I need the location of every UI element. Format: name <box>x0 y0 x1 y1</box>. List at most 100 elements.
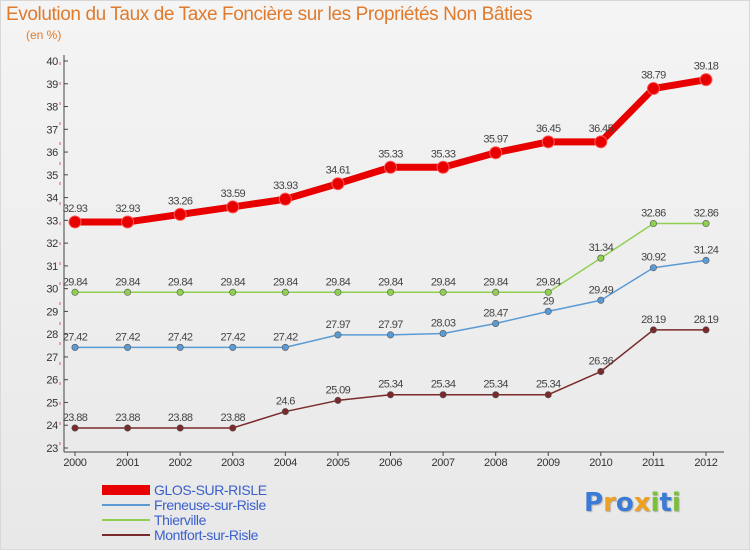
data-label: 33.93 <box>273 180 298 192</box>
data-point <box>229 424 237 432</box>
data-point <box>492 391 500 399</box>
data-label: 29.84 <box>483 276 508 288</box>
data-label: 27.42 <box>168 331 193 343</box>
legend-swatch <box>102 504 150 506</box>
y-tick-label: 37 <box>46 124 58 136</box>
y-tick-label: 38 <box>46 102 58 114</box>
y-tick-label: 23 <box>46 443 58 455</box>
data-label: 23.88 <box>168 412 193 424</box>
legend-swatch <box>102 485 150 495</box>
data-label: 25.34 <box>431 379 456 391</box>
data-point <box>649 220 657 228</box>
data-point <box>71 288 79 296</box>
data-point <box>68 215 82 229</box>
data-point <box>226 200 240 214</box>
data-label: 33.59 <box>220 188 245 200</box>
data-point <box>649 264 657 272</box>
y-tick-label: 35 <box>46 170 58 182</box>
data-point <box>649 326 657 334</box>
data-label: 25.34 <box>536 379 561 391</box>
data-point <box>124 343 132 351</box>
data-point <box>124 288 132 296</box>
data-point <box>281 288 289 296</box>
data-label: 31.24 <box>694 244 719 256</box>
data-label: 29.84 <box>378 276 403 288</box>
data-label: 38.79 <box>641 70 666 82</box>
data-label: 29.84 <box>536 276 561 288</box>
y-tick-label: 30 <box>46 284 58 296</box>
x-tick-label: 2010 <box>589 457 612 469</box>
data-point <box>492 319 500 327</box>
data-label: 27.42 <box>115 331 140 343</box>
data-point <box>489 146 503 160</box>
y-tick-label: 25 <box>46 397 58 409</box>
y-tick-label: 32 <box>46 238 58 250</box>
data-point <box>334 396 342 404</box>
y-tick-label: 39 <box>46 79 58 91</box>
data-point <box>544 391 552 399</box>
brand-letter: x <box>633 488 651 518</box>
data-label: 28.03 <box>431 317 456 329</box>
data-label: 26.36 <box>589 356 614 368</box>
data-label: 27.42 <box>273 331 298 343</box>
brand-letter: i <box>671 488 681 518</box>
brand-letter: t <box>659 488 672 518</box>
data-point <box>702 220 710 228</box>
data-point <box>229 343 237 351</box>
data-point <box>334 288 342 296</box>
legend-swatch <box>102 534 150 536</box>
y-tick-label: 34 <box>46 193 58 205</box>
x-tick-label: 2012 <box>694 457 717 469</box>
data-label: 32.93 <box>63 203 88 215</box>
brand-letter: o <box>615 488 634 518</box>
data-point <box>544 288 552 296</box>
legend-label: Montfort-sur-Risle <box>154 527 259 543</box>
x-tick-label: 2003 <box>221 457 244 469</box>
data-point <box>439 391 447 399</box>
data-label: 32.86 <box>694 208 719 220</box>
brand-letter: i <box>650 488 660 518</box>
data-label: 28.19 <box>641 314 666 326</box>
data-point <box>176 343 184 351</box>
x-tick-label: 2007 <box>431 457 454 469</box>
data-point <box>281 343 289 351</box>
data-point <box>386 331 394 339</box>
y-tick-label: 24 <box>46 420 58 432</box>
data-label: 29.84 <box>115 276 140 288</box>
data-point <box>229 288 237 296</box>
data-label: 23.88 <box>63 412 88 424</box>
y-tick-label: 33 <box>46 215 58 227</box>
y-tick-label: 28 <box>46 329 58 341</box>
data-point <box>334 331 342 339</box>
data-label: 28.19 <box>694 314 719 326</box>
data-label: 29 <box>543 295 555 307</box>
data-label: 28.47 <box>483 307 508 319</box>
x-tick-label: 2002 <box>169 457 192 469</box>
data-label: 36.45 <box>589 123 614 135</box>
data-point <box>386 288 394 296</box>
data-point <box>699 73 713 87</box>
y-tick-label: 36 <box>46 147 58 159</box>
x-tick-label: 2004 <box>274 457 297 469</box>
data-point <box>492 288 500 296</box>
data-point <box>702 256 710 264</box>
data-label: 27.42 <box>63 331 88 343</box>
data-point <box>439 288 447 296</box>
data-label: 29.84 <box>168 276 193 288</box>
data-point <box>176 288 184 296</box>
data-point <box>439 329 447 337</box>
data-point <box>386 391 394 399</box>
data-point <box>597 254 605 262</box>
chart-title: Evolution du Taux de Taxe Foncière sur l… <box>6 4 533 25</box>
x-tick-label: 2001 <box>116 457 139 469</box>
y-tick-label: 29 <box>46 306 58 318</box>
data-point <box>646 82 660 96</box>
data-label: 25.09 <box>326 384 351 396</box>
data-label: 29.84 <box>326 276 351 288</box>
data-point <box>541 135 555 149</box>
x-tick-label: 2000 <box>63 457 86 469</box>
data-label: 35.33 <box>378 148 403 160</box>
data-point <box>173 207 187 221</box>
data-label: 32.93 <box>115 203 140 215</box>
